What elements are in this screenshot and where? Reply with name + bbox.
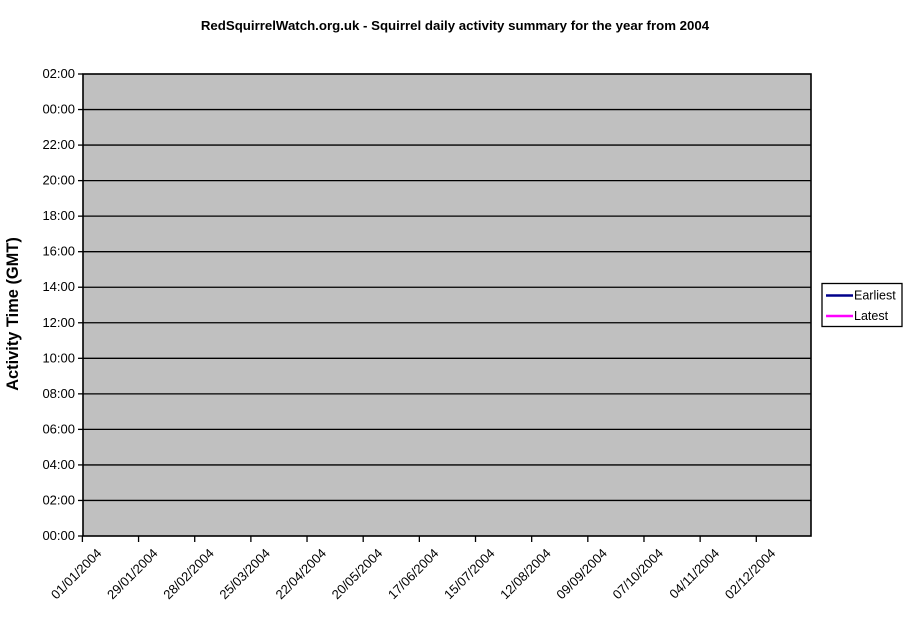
svg-text:02:00: 02:00 (42, 492, 75, 507)
svg-text:14:00: 14:00 (42, 279, 75, 294)
svg-text:10:00: 10:00 (42, 350, 75, 365)
svg-text:16:00: 16:00 (42, 244, 75, 259)
svg-text:06:00: 06:00 (42, 421, 75, 436)
svg-text:22:00: 22:00 (42, 137, 75, 152)
svg-text:Activity Time (GMT): Activity Time (GMT) (4, 237, 22, 391)
svg-text:08:00: 08:00 (42, 386, 75, 401)
svg-text:12:00: 12:00 (42, 315, 75, 330)
svg-text:00:00: 00:00 (42, 528, 75, 543)
svg-text:20:00: 20:00 (42, 173, 75, 188)
svg-text:04:00: 04:00 (42, 457, 75, 472)
svg-text:RedSquirrelWatch.org.uk - Squi: RedSquirrelWatch.org.uk - Squirrel daily… (201, 18, 710, 33)
svg-text:Earliest: Earliest (854, 289, 896, 303)
svg-text:18:00: 18:00 (42, 208, 75, 223)
svg-text:00:00: 00:00 (42, 102, 75, 117)
svg-text:02:00: 02:00 (42, 66, 75, 81)
svg-text:Latest: Latest (854, 309, 889, 323)
